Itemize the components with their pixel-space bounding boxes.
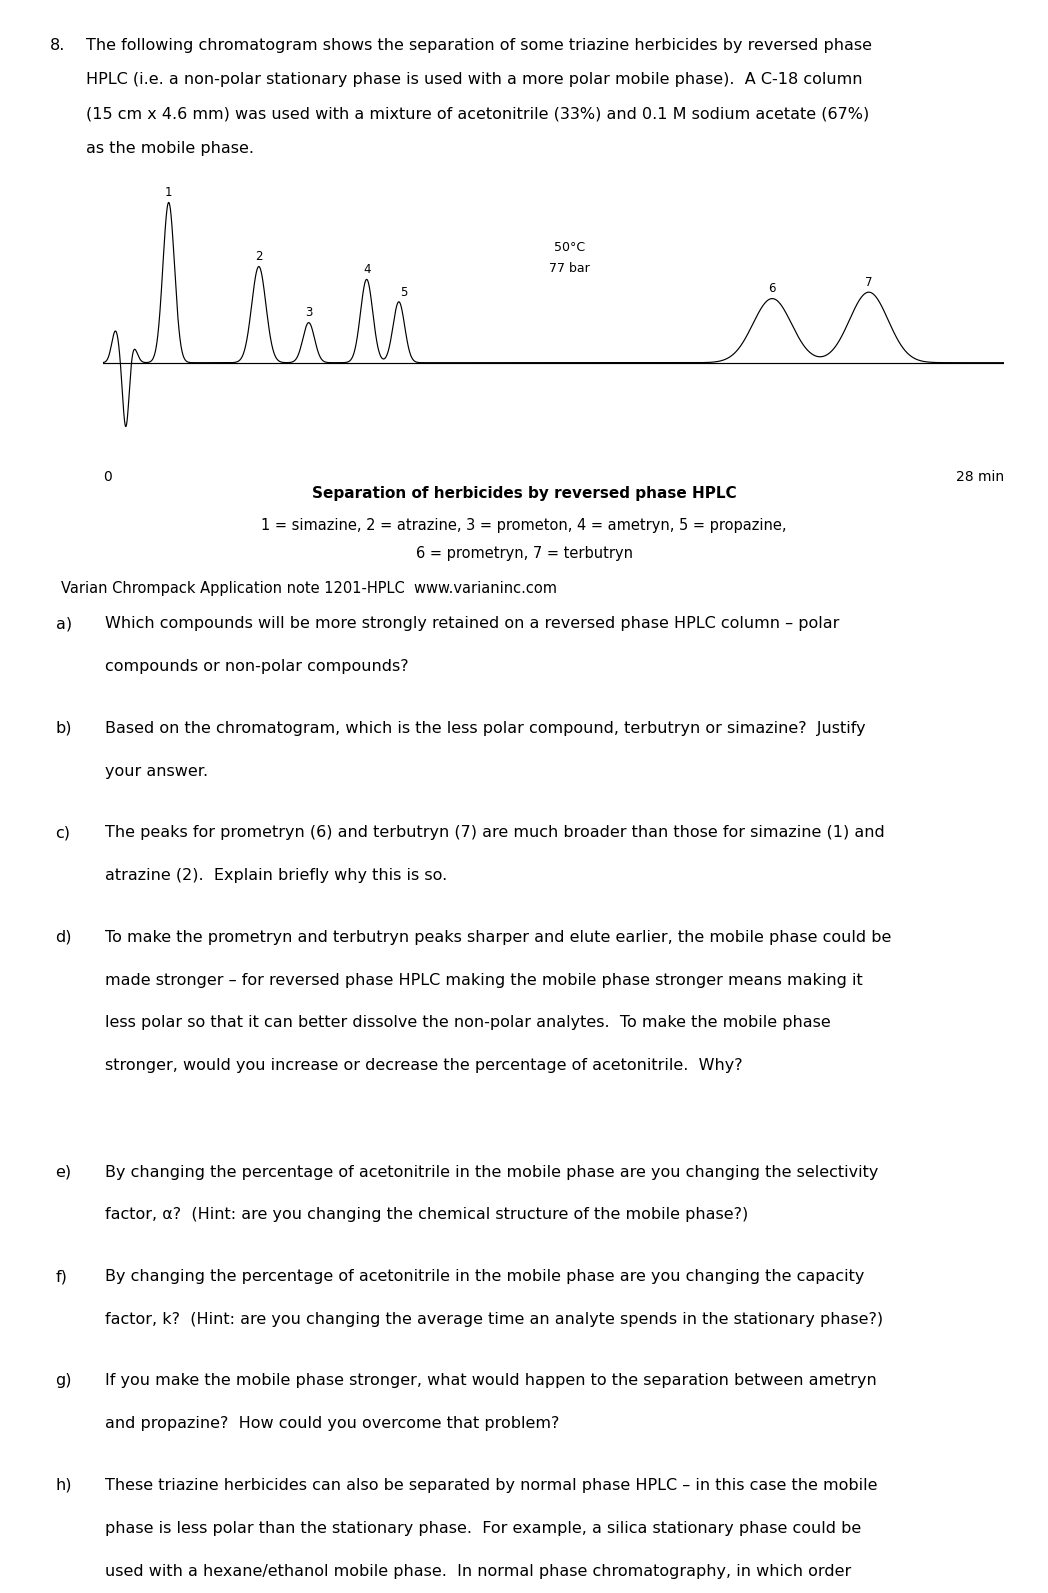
Text: factor, α?  (Hint: are you changing the chemical structure of the mobile phase?): factor, α? (Hint: are you changing the c…	[105, 1207, 748, 1222]
Text: 8.: 8.	[50, 38, 66, 53]
Text: 1 = simazine, 2 = atrazine, 3 = prometon, 4 = ametryn, 5 = propazine,: 1 = simazine, 2 = atrazine, 3 = prometon…	[261, 518, 787, 532]
Text: The following chromatogram shows the separation of some triazine herbicides by r: The following chromatogram shows the sep…	[86, 38, 872, 53]
Text: 3: 3	[305, 306, 312, 320]
Text: e): e)	[56, 1164, 71, 1179]
Text: 5: 5	[400, 285, 408, 298]
Text: By changing the percentage of acetonitrile in the mobile phase are you changing : By changing the percentage of acetonitri…	[105, 1164, 878, 1179]
Text: less polar so that it can better dissolve the non-polar analytes.  To make the m: less polar so that it can better dissolv…	[105, 1015, 831, 1031]
Text: 1: 1	[165, 186, 173, 199]
Text: 4: 4	[363, 263, 370, 276]
Text: used with a hexane/ethanol mobile phase.  In normal phase chromatography, in whi: used with a hexane/ethanol mobile phase.…	[105, 1564, 851, 1579]
Text: 77 bar: 77 bar	[549, 261, 590, 274]
Text: 6 = prometryn, 7 = terbutryn: 6 = prometryn, 7 = terbutryn	[415, 546, 633, 561]
Text: Varian Chrompack Application note 1201-HPLC  www.varianinc.com: Varian Chrompack Application note 1201-H…	[61, 581, 556, 596]
Text: Separation of herbicides by reversed phase HPLC: Separation of herbicides by reversed pha…	[311, 486, 737, 500]
Text: your answer.: your answer.	[105, 763, 208, 779]
Text: These triazine herbicides can also be separated by normal phase HPLC – in this c: These triazine herbicides can also be se…	[105, 1478, 877, 1493]
Text: f): f)	[56, 1270, 67, 1284]
Text: stronger, would you increase or decrease the percentage of acetonitrile.  Why?: stronger, would you increase or decrease…	[105, 1058, 742, 1074]
Text: atrazine (2).  Explain briefly why this is so.: atrazine (2). Explain briefly why this i…	[105, 868, 447, 883]
Text: compounds or non-polar compounds?: compounds or non-polar compounds?	[105, 660, 409, 674]
Text: Based on the chromatogram, which is the less polar compound, terbutryn or simazi: Based on the chromatogram, which is the …	[105, 722, 866, 736]
Text: made stronger – for reversed phase HPLC making the mobile phase stronger means m: made stronger – for reversed phase HPLC …	[105, 973, 863, 988]
Text: g): g)	[56, 1373, 72, 1389]
Text: phase is less polar than the stationary phase.  For example, a silica stationary: phase is less polar than the stationary …	[105, 1521, 861, 1536]
Text: 7: 7	[865, 276, 873, 288]
Text: (15 cm x 4.6 mm) was used with a mixture of acetonitrile (33%) and 0.1 M sodium : (15 cm x 4.6 mm) was used with a mixture…	[86, 107, 869, 121]
Text: 50°C: 50°C	[554, 241, 585, 253]
Text: If you make the mobile phase stronger, what would happen to the separation betwe: If you make the mobile phase stronger, w…	[105, 1373, 876, 1389]
Text: 0: 0	[103, 470, 111, 484]
Text: factor, k?  (Hint: are you changing the average time an analyte spends in the st: factor, k? (Hint: are you changing the a…	[105, 1311, 882, 1327]
Text: h): h)	[56, 1478, 72, 1493]
Text: b): b)	[56, 722, 72, 736]
Text: 2: 2	[255, 250, 263, 263]
Text: The peaks for prometryn (6) and terbutryn (7) are much broader than those for si: The peaks for prometryn (6) and terbutry…	[105, 825, 885, 841]
Text: d): d)	[56, 930, 72, 945]
Text: To make the prometryn and terbutryn peaks sharper and elute earlier, the mobile : To make the prometryn and terbutryn peak…	[105, 930, 891, 945]
Text: HPLC (i.e. a non-polar stationary phase is used with a more polar mobile phase).: HPLC (i.e. a non-polar stationary phase …	[86, 72, 863, 88]
Text: 6: 6	[768, 282, 776, 295]
Text: c): c)	[56, 825, 70, 841]
Text: and propazine?  How could you overcome that problem?: and propazine? How could you overcome th…	[105, 1416, 560, 1431]
Text: By changing the percentage of acetonitrile in the mobile phase are you changing : By changing the percentage of acetonitri…	[105, 1270, 865, 1284]
Text: Which compounds will be more strongly retained on a reversed phase HPLC column –: Which compounds will be more strongly re…	[105, 616, 839, 631]
Text: 28 min: 28 min	[956, 470, 1004, 484]
Text: a): a)	[56, 616, 71, 631]
Text: as the mobile phase.: as the mobile phase.	[86, 140, 254, 156]
